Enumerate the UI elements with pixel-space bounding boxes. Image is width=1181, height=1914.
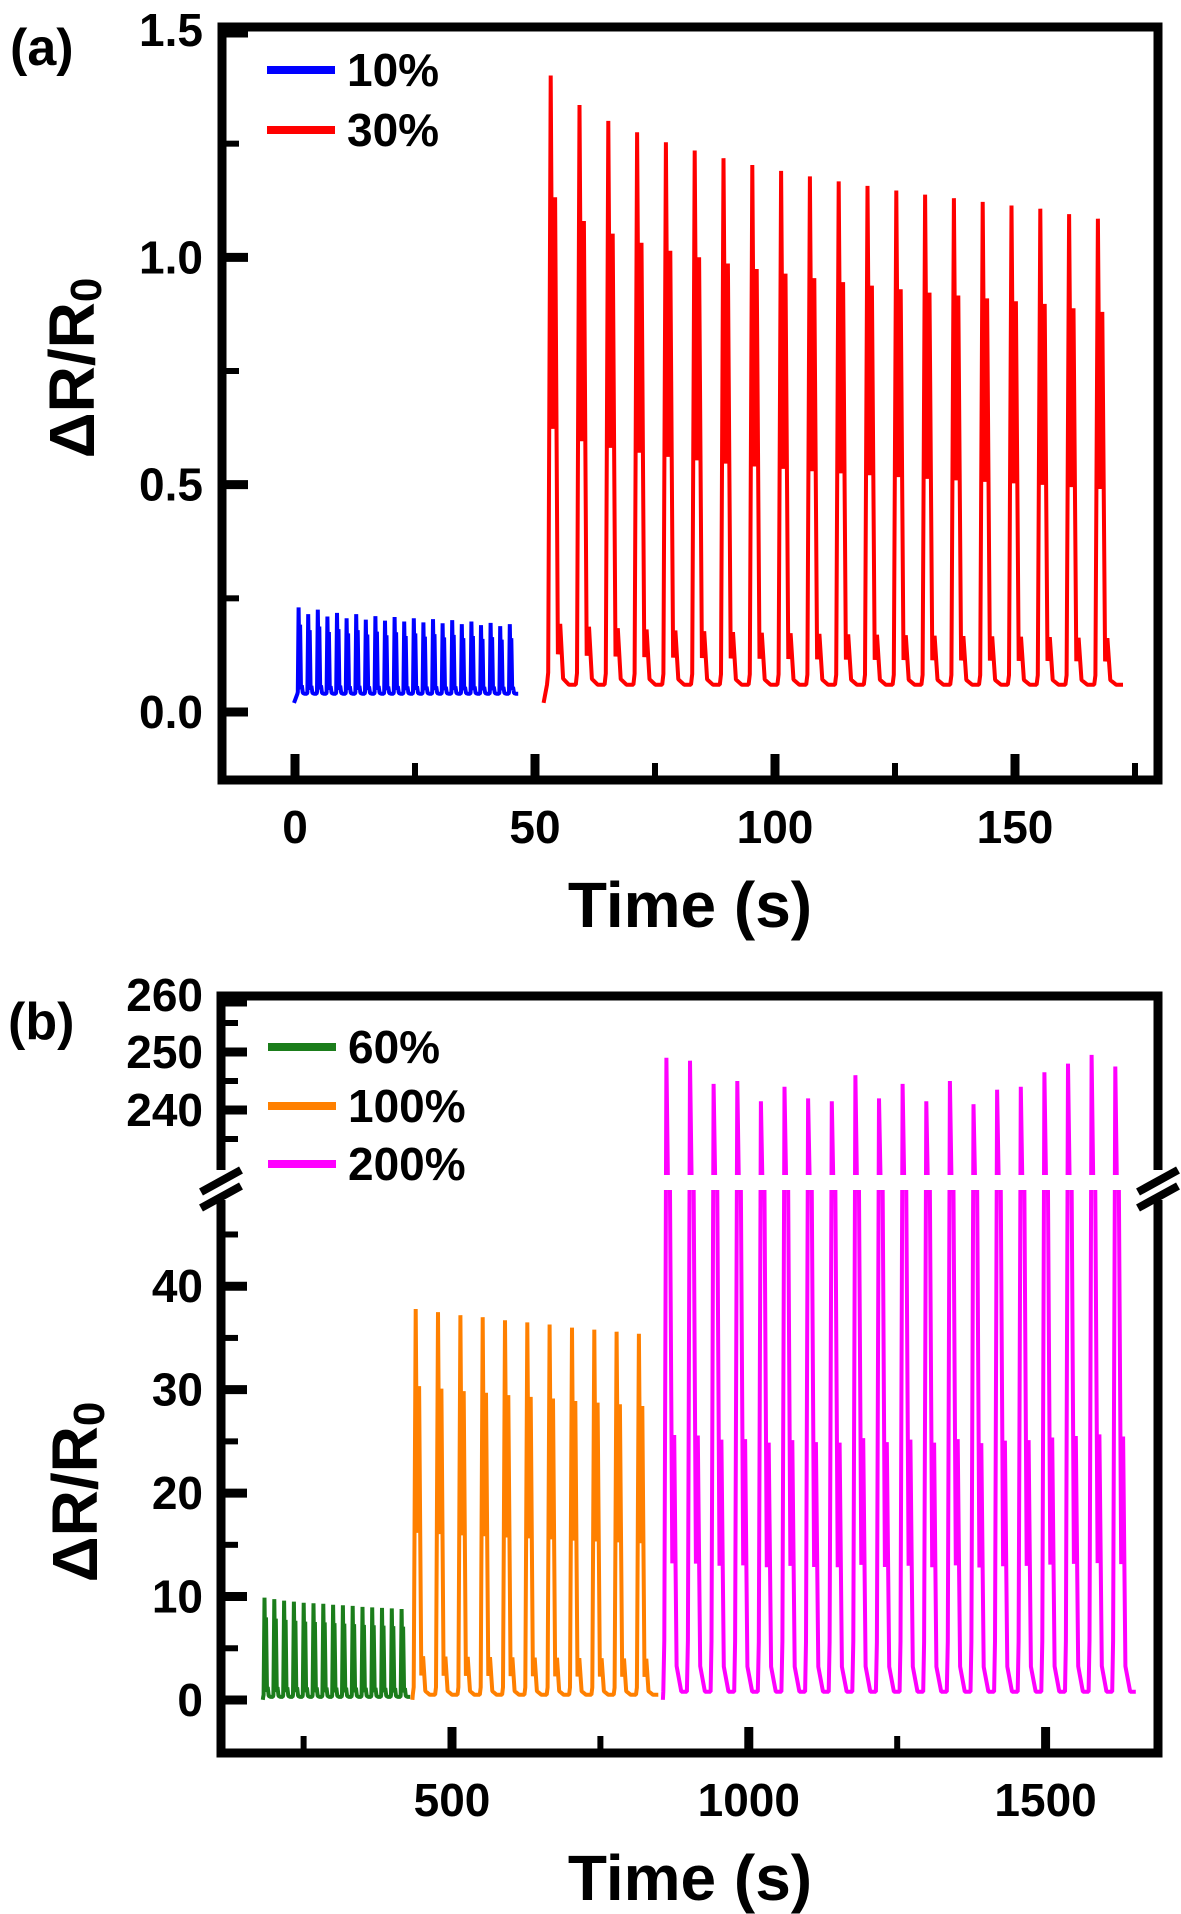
legend-label-10pct: 10% bbox=[347, 44, 439, 96]
series-line bbox=[292, 607, 519, 704]
panel-b-y-axis-title: ΔR/R0 bbox=[39, 1402, 114, 1583]
x-tick-label: 50 bbox=[509, 801, 560, 853]
panel-a-legend: 10% 30% bbox=[267, 44, 439, 156]
panel-a-x-axis-title: Time (s) bbox=[568, 869, 812, 941]
x-tick-label: 1500 bbox=[994, 1774, 1096, 1826]
x-tick-label: 0 bbox=[282, 801, 308, 853]
y-tick-label: 0.0 bbox=[139, 686, 203, 738]
y-tick-label: 1.5 bbox=[139, 4, 203, 56]
panel-b-letter: (b) bbox=[8, 993, 74, 1051]
axis-break-slash bbox=[1136, 1182, 1180, 1212]
axis-break-slash bbox=[1136, 1166, 1180, 1196]
y-tick-label-upper: 260 bbox=[126, 969, 203, 1021]
panel-a-letter: (a) bbox=[10, 19, 74, 77]
panel-a-frame bbox=[217, 22, 1163, 785]
axis-break-gap-band bbox=[227, 1175, 1152, 1190]
y-tick-label-upper: 250 bbox=[126, 1026, 203, 1078]
panel-a: 0 50 100 150 0.0 0.5 1.0 1.5 (a) Time (s) ΔR/R0… bbox=[10, 4, 1163, 941]
panel-a-data-series bbox=[292, 75, 1123, 704]
panel-a-tick-labels: 0 50 100 150 0.0 0.5 1.0 1.5 bbox=[139, 4, 1053, 853]
y-tick-label-lower: 0 bbox=[177, 1674, 203, 1726]
panel-b-legend: 60% 100% 200% bbox=[268, 1021, 466, 1190]
series-line bbox=[260, 1597, 411, 1701]
y-tick-label-lower: 20 bbox=[152, 1467, 203, 1519]
panel-a-y-axis-title: ΔR/R0 bbox=[36, 278, 111, 459]
y-tick-label-upper: 240 bbox=[126, 1084, 203, 1136]
series-line bbox=[410, 1308, 659, 1700]
x-tick-label: 100 bbox=[737, 801, 814, 853]
x-tick-label: 1000 bbox=[698, 1774, 800, 1826]
legend-label-200pct: 200% bbox=[348, 1138, 466, 1190]
panel-b-data-series bbox=[227, 1054, 1152, 1701]
y-tick-label-lower: 30 bbox=[152, 1364, 203, 1416]
legend-label-60pct: 60% bbox=[348, 1021, 440, 1073]
y-tick-label: 1.0 bbox=[139, 231, 203, 283]
y-tick-label: 0.5 bbox=[139, 459, 203, 511]
series-line bbox=[541, 75, 1123, 704]
axis-break-slash bbox=[199, 1166, 243, 1196]
x-tick-label: 150 bbox=[977, 801, 1054, 853]
y-tick-label-lower: 40 bbox=[152, 1260, 203, 1312]
legend-label-100pct: 100% bbox=[348, 1080, 466, 1132]
panel-a-axes bbox=[217, 22, 1163, 785]
series-line bbox=[660, 1054, 1136, 1700]
y-tick-label-lower: 10 bbox=[152, 1571, 203, 1623]
panel-b-axes bbox=[199, 991, 1180, 1758]
panel-b-x-axis-title: Time (s) bbox=[568, 1842, 812, 1914]
panel-b-frame bbox=[216, 991, 1163, 1758]
x-tick-label: 500 bbox=[414, 1774, 491, 1826]
legend-label-30pct: 30% bbox=[347, 104, 439, 156]
axis-break-slash bbox=[199, 1182, 243, 1212]
